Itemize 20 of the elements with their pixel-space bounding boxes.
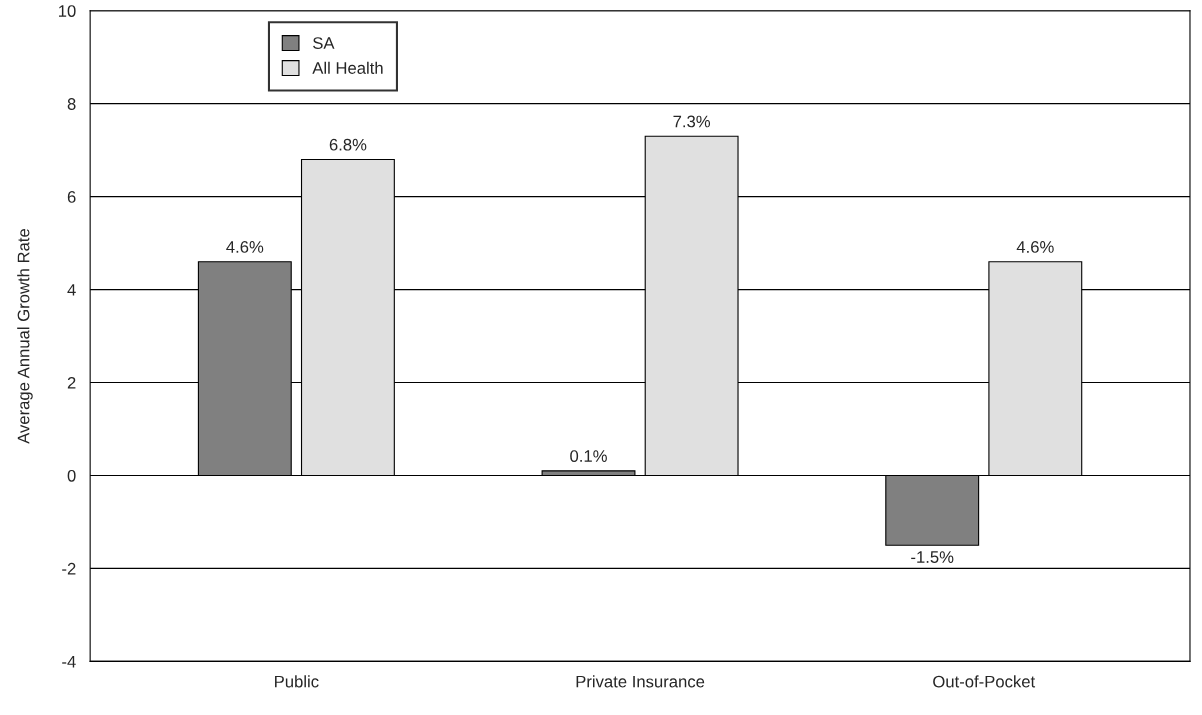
y-tick-label: 0	[67, 469, 76, 482]
data-label: 4.6%	[226, 241, 264, 253]
data-label: 7.3%	[673, 115, 711, 128]
data-label: 0.1%	[570, 450, 607, 462]
y-tick-label: -4	[62, 655, 76, 668]
legend-label: SA	[313, 37, 335, 49]
y-tick-label: 2	[67, 376, 76, 389]
x-tick-label: Public	[275, 675, 319, 688]
y-tick-label: 10	[59, 5, 76, 17]
x-tick-label: Private Insurance	[576, 675, 705, 688]
y-axis-title: Average Annual Growth Rate	[17, 228, 33, 444]
y-tick-label: 4	[67, 284, 76, 296]
y-tick-label: 6	[67, 191, 76, 203]
y-tick-label: 8	[67, 98, 76, 110]
legend-label: All Health	[312, 61, 383, 74]
data-label: -1.5%	[911, 551, 954, 563]
data-label: 6.8%	[329, 138, 367, 151]
y-tick-label: -2	[62, 562, 76, 575]
data-label: 4.6%	[1016, 241, 1054, 253]
x-tick-label: Out-of-Pocket	[933, 675, 1036, 688]
